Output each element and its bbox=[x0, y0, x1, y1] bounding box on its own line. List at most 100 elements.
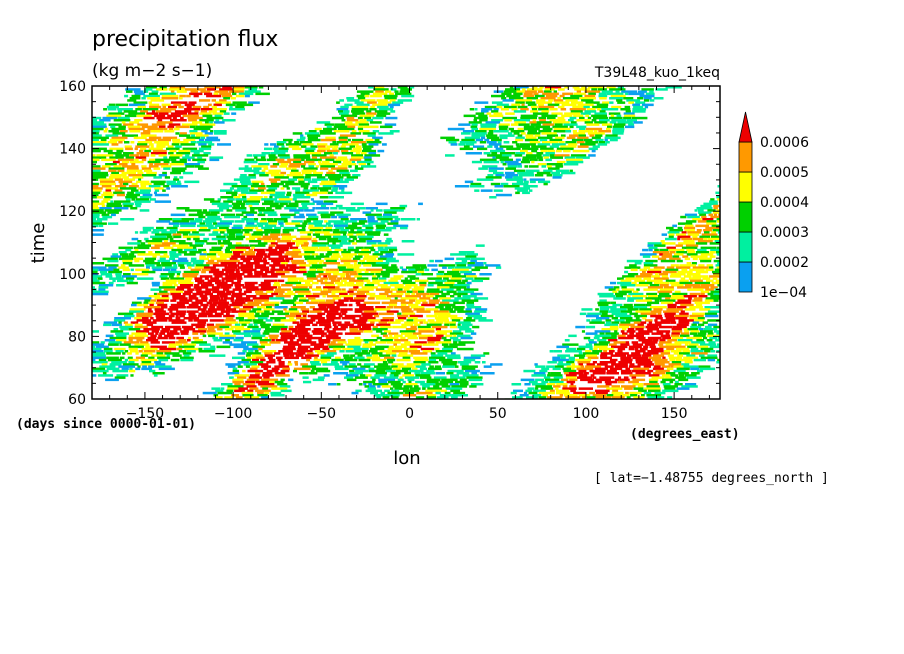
precip-streak bbox=[235, 235, 246, 239]
precip-streak bbox=[291, 330, 308, 333]
precip-streak bbox=[649, 345, 656, 349]
precip-streak bbox=[278, 248, 289, 252]
precip-streak bbox=[342, 160, 352, 164]
precip-streak bbox=[162, 281, 177, 285]
precip-streak bbox=[280, 301, 295, 305]
precip-streak bbox=[569, 169, 573, 173]
precip-streak bbox=[196, 141, 213, 144]
precip-streak bbox=[680, 303, 694, 307]
precip-streak bbox=[504, 160, 519, 164]
precip-streak bbox=[360, 152, 367, 155]
precip-streak bbox=[105, 187, 119, 190]
precip-streak bbox=[434, 365, 441, 368]
precip-streak bbox=[653, 266, 665, 269]
precip-streak bbox=[345, 343, 362, 346]
precip-streak bbox=[599, 295, 616, 298]
precip-streak bbox=[444, 391, 451, 395]
precip-streak bbox=[173, 176, 178, 179]
precip-streak bbox=[282, 367, 290, 371]
precip-streak bbox=[659, 288, 675, 291]
precip-streak bbox=[598, 92, 607, 96]
precip-streak bbox=[194, 266, 204, 269]
precip-streak bbox=[339, 292, 348, 296]
precip-streak bbox=[431, 268, 438, 272]
precip-streak bbox=[182, 273, 199, 276]
precip-streak bbox=[473, 317, 487, 320]
precip-streak bbox=[230, 97, 236, 100]
precip-streak bbox=[666, 347, 675, 351]
precip-streak bbox=[164, 334, 174, 338]
precip-streak bbox=[375, 341, 387, 344]
precip-streak bbox=[707, 319, 720, 322]
precip-streak bbox=[231, 255, 246, 258]
precip-streak bbox=[237, 352, 246, 355]
precip-streak bbox=[653, 354, 665, 357]
precip-streak bbox=[124, 114, 137, 118]
precip-streak bbox=[141, 270, 156, 274]
precip-streak bbox=[220, 387, 225, 390]
precip-streak bbox=[531, 145, 547, 148]
precip-streak bbox=[199, 123, 216, 126]
precip-streak bbox=[182, 147, 198, 151]
precip-streak bbox=[540, 387, 554, 390]
precip-streak bbox=[246, 154, 253, 157]
precip-streak bbox=[142, 365, 147, 368]
y-tick-label: 120 bbox=[59, 204, 86, 220]
precip-streak bbox=[156, 264, 162, 267]
precip-streak bbox=[173, 224, 179, 228]
precip-streak bbox=[282, 231, 290, 234]
precip-streak bbox=[153, 312, 170, 316]
precip-streak bbox=[700, 253, 714, 256]
precip-streak bbox=[171, 167, 187, 170]
precip-streak bbox=[155, 314, 166, 318]
precip-streak bbox=[340, 308, 353, 311]
precip-streak bbox=[457, 295, 461, 298]
precip-streak bbox=[155, 158, 171, 162]
precip-streak bbox=[520, 149, 528, 153]
precip-streak bbox=[245, 213, 254, 217]
precip-streak bbox=[646, 394, 662, 397]
precip-streak bbox=[377, 246, 384, 250]
precip-streak bbox=[440, 301, 450, 305]
precip-streak bbox=[689, 314, 704, 318]
precip-streak bbox=[92, 345, 96, 349]
precip-streak bbox=[588, 92, 596, 96]
precip-streak bbox=[709, 345, 720, 349]
precip-streak bbox=[357, 125, 364, 129]
precip-streak bbox=[646, 279, 663, 283]
precip-streak bbox=[286, 167, 292, 170]
precip-streak bbox=[696, 339, 704, 342]
precip-streak bbox=[609, 325, 618, 329]
precip-streak bbox=[674, 290, 681, 294]
precip-streak bbox=[342, 255, 349, 258]
precip-streak bbox=[539, 138, 548, 142]
precip-streak bbox=[169, 255, 179, 258]
precip-streak bbox=[494, 145, 498, 148]
precip-streak bbox=[613, 286, 620, 289]
precip-streak bbox=[141, 317, 149, 320]
precip-streak bbox=[236, 297, 251, 300]
precip-streak bbox=[675, 244, 683, 247]
precip-streak bbox=[621, 286, 627, 289]
precip-streak bbox=[367, 387, 376, 390]
precip-streak bbox=[370, 391, 378, 395]
precip-streak bbox=[712, 277, 718, 280]
precip-streak bbox=[491, 110, 499, 113]
precip-streak bbox=[682, 350, 690, 353]
precip-streak bbox=[474, 266, 488, 269]
precip-streak bbox=[390, 387, 394, 390]
precip-streak bbox=[366, 356, 381, 360]
precip-streak bbox=[447, 270, 460, 274]
precip-streak bbox=[295, 244, 300, 247]
precip-streak bbox=[422, 343, 439, 346]
precip-streak bbox=[273, 290, 285, 294]
precip-streak bbox=[630, 268, 638, 272]
precip-streak bbox=[587, 356, 599, 360]
precip-streak bbox=[623, 116, 632, 120]
precip-streak bbox=[707, 209, 716, 212]
precip-streak bbox=[219, 226, 229, 230]
precip-streak bbox=[681, 363, 690, 366]
precip-streak bbox=[236, 277, 243, 280]
precip-streak bbox=[649, 90, 654, 93]
